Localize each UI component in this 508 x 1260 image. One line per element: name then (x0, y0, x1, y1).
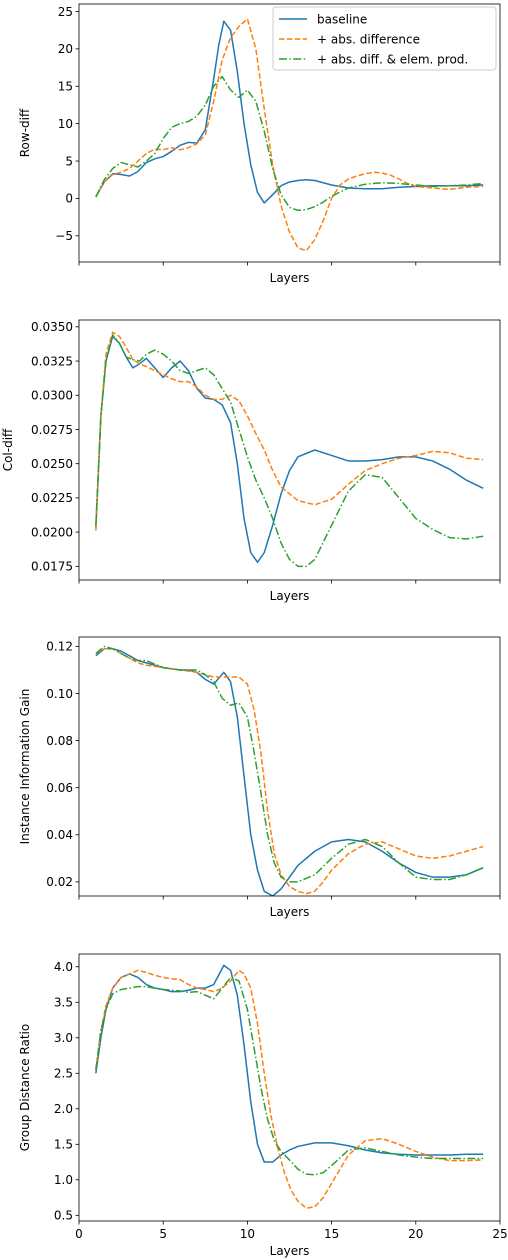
y-tick-label: 0.0250 (31, 457, 73, 471)
y-tick-label: 1.5 (54, 1138, 73, 1152)
y-tick-label: 10 (58, 117, 73, 131)
y-tick-label: 15 (58, 80, 73, 94)
series-line-1 (95, 648, 484, 896)
axes-frame (78, 3, 501, 263)
y-tick-label: 0.06 (46, 781, 73, 795)
series-line-3 (95, 75, 484, 212)
legend: baseline + abs. difference + abs. diff. & … (272, 6, 497, 71)
series-line-1 (95, 964, 484, 1163)
y-tick-label: 0.08 (46, 734, 73, 748)
y-tick-label: 2.5 (54, 1067, 73, 1081)
y-tick-label: 0.0300 (31, 389, 73, 403)
x-tick-label: 15 (324, 1227, 339, 1241)
y-tick-label: −5 (55, 229, 73, 243)
y-tick-label: 0.0350 (31, 320, 73, 334)
x-tick-label: 25 (492, 1227, 507, 1241)
series-line-2 (95, 648, 484, 895)
y-tick-label: 0.0175 (31, 560, 73, 574)
chart-panel-4: 0.5 1.0 1.5 2.0 2.5 3.0 3.5 4.0 0 5 10 15 20 25 Layers… (18, 953, 508, 1258)
y-tick-label: 3.0 (54, 1031, 73, 1045)
y-axis-label: Row-diff (18, 108, 32, 157)
series-line-3 (95, 334, 484, 568)
chart-panel-2: 0.0175 0.0200 0.0225 0.0250 0.0275 0.0300 0.03… (1, 319, 501, 603)
y-axis-label: Group Distance Ratio (18, 1024, 32, 1151)
y-tick-label: 20 (58, 42, 73, 56)
legend-label-2: + abs. difference (317, 33, 420, 47)
series-line-2 (95, 18, 484, 252)
y-tick-label: 0.0200 (31, 525, 73, 539)
y-axis-label: Instance Information Gain (18, 689, 32, 845)
axes-frame (78, 953, 501, 1222)
series-line-3 (95, 645, 484, 883)
y-tick-label: 0.0325 (31, 354, 73, 368)
chart-panel-3: 0.02 0.04 0.06 0.08 0.10 0.12 Layers Instance I… (18, 636, 501, 919)
y-tick-label: 0.02 (46, 875, 73, 889)
axes-frame (78, 636, 501, 897)
y-tick-label: 0.0275 (31, 423, 73, 437)
y-tick-label: 0 (65, 192, 73, 206)
x-tick-label: 0 (75, 1227, 83, 1241)
series-line-2 (95, 331, 484, 531)
y-tick-label: 5 (65, 154, 73, 168)
legend-box (272, 6, 497, 71)
chart-panel-1: −5 0 5 10 15 20 25 Layers Row-diff baseline + abs.… (18, 3, 501, 285)
x-tick-label: 20 (408, 1227, 423, 1241)
y-axis-label: Col-diff (1, 428, 15, 471)
y-tick-label: 0.0225 (31, 491, 73, 505)
y-tick-label: 0.5 (54, 1209, 73, 1223)
legend-label-1: baseline (317, 13, 367, 27)
y-tick-label: 1.0 (54, 1173, 73, 1187)
series-line-2 (95, 969, 484, 1209)
x-axis-label: Layers (270, 589, 310, 603)
axes-frame (78, 319, 501, 581)
y-tick-label: 0.10 (46, 687, 73, 701)
y-tick-label: 4.0 (54, 960, 73, 974)
y-tick-label: 2.0 (54, 1102, 73, 1116)
x-axis-label: Layers (270, 271, 310, 285)
y-tick-label: 25 (58, 5, 73, 19)
series-line-1 (95, 20, 484, 204)
x-tick-label: 5 (159, 1227, 167, 1241)
legend-label-3: + abs. diff. & elem. prod. (317, 53, 468, 67)
x-axis-label: Layers (270, 1244, 310, 1258)
series-line-3 (95, 976, 484, 1176)
series-line-1 (95, 335, 484, 563)
x-tick-label: 10 (240, 1227, 255, 1241)
y-tick-label: 0.12 (46, 640, 73, 654)
y-tick-label: 3.5 (54, 996, 73, 1010)
y-tick-label: 0.04 (46, 828, 73, 842)
x-axis-label: Layers (270, 905, 310, 919)
